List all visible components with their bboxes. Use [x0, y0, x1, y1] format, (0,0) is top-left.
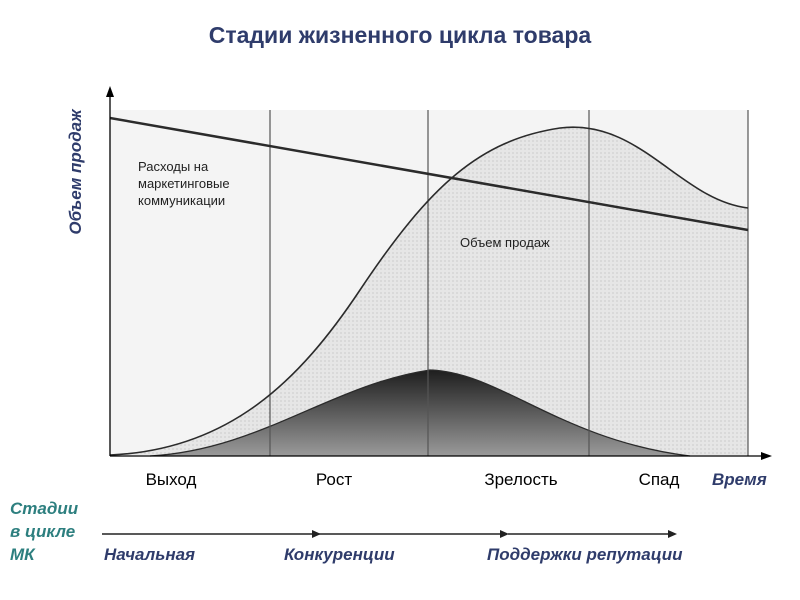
mk-arrow-3-head — [668, 530, 677, 538]
sales-volume-curve — [109, 126, 749, 456]
x-axis-label: Время — [712, 470, 767, 489]
mk-arrow-1-head — [312, 530, 321, 538]
mk-cycle-label-line-3: МК — [10, 545, 35, 564]
mk-stage-initial: Начальная — [104, 545, 196, 564]
marketing-costs-label: Расходы на маркетинговые коммуникации — [138, 158, 230, 209]
mk-stage-reputation: Поддержки репутации — [487, 545, 683, 564]
marketing-costs-label-line-3: коммуникации — [138, 193, 226, 208]
profit-hump — [150, 370, 690, 456]
mk-cycle-label-line-1: Стадии — [10, 499, 79, 518]
stage-label-decline: Спад — [638, 470, 680, 489]
mk-stage-competition: Конкуренции — [284, 545, 395, 564]
marketing-costs-label-line-2: маркетинговые — [138, 176, 230, 191]
sales-volume-label: Объем продаж — [460, 235, 550, 250]
marketing-costs-label-line-1: Расходы на — [138, 159, 209, 174]
mk-cycle-label: Стадии в цикле МК — [10, 497, 78, 566]
profit-hump-outline — [149, 369, 691, 457]
mk-cycle-label-line-2: в цикле — [10, 522, 76, 541]
x-axis-arrow — [761, 452, 772, 460]
page-title: Стадии жизненного цикла товара — [208, 22, 592, 48]
stage-label-maturity: Зрелость — [484, 470, 558, 489]
mk-arrow-2-head — [500, 530, 509, 538]
marketing-costs-line — [109, 116, 749, 232]
stage-label-launch: Выход — [145, 470, 197, 489]
stage-label-growth: Рост — [315, 470, 353, 489]
y-axis-arrow — [106, 86, 114, 97]
